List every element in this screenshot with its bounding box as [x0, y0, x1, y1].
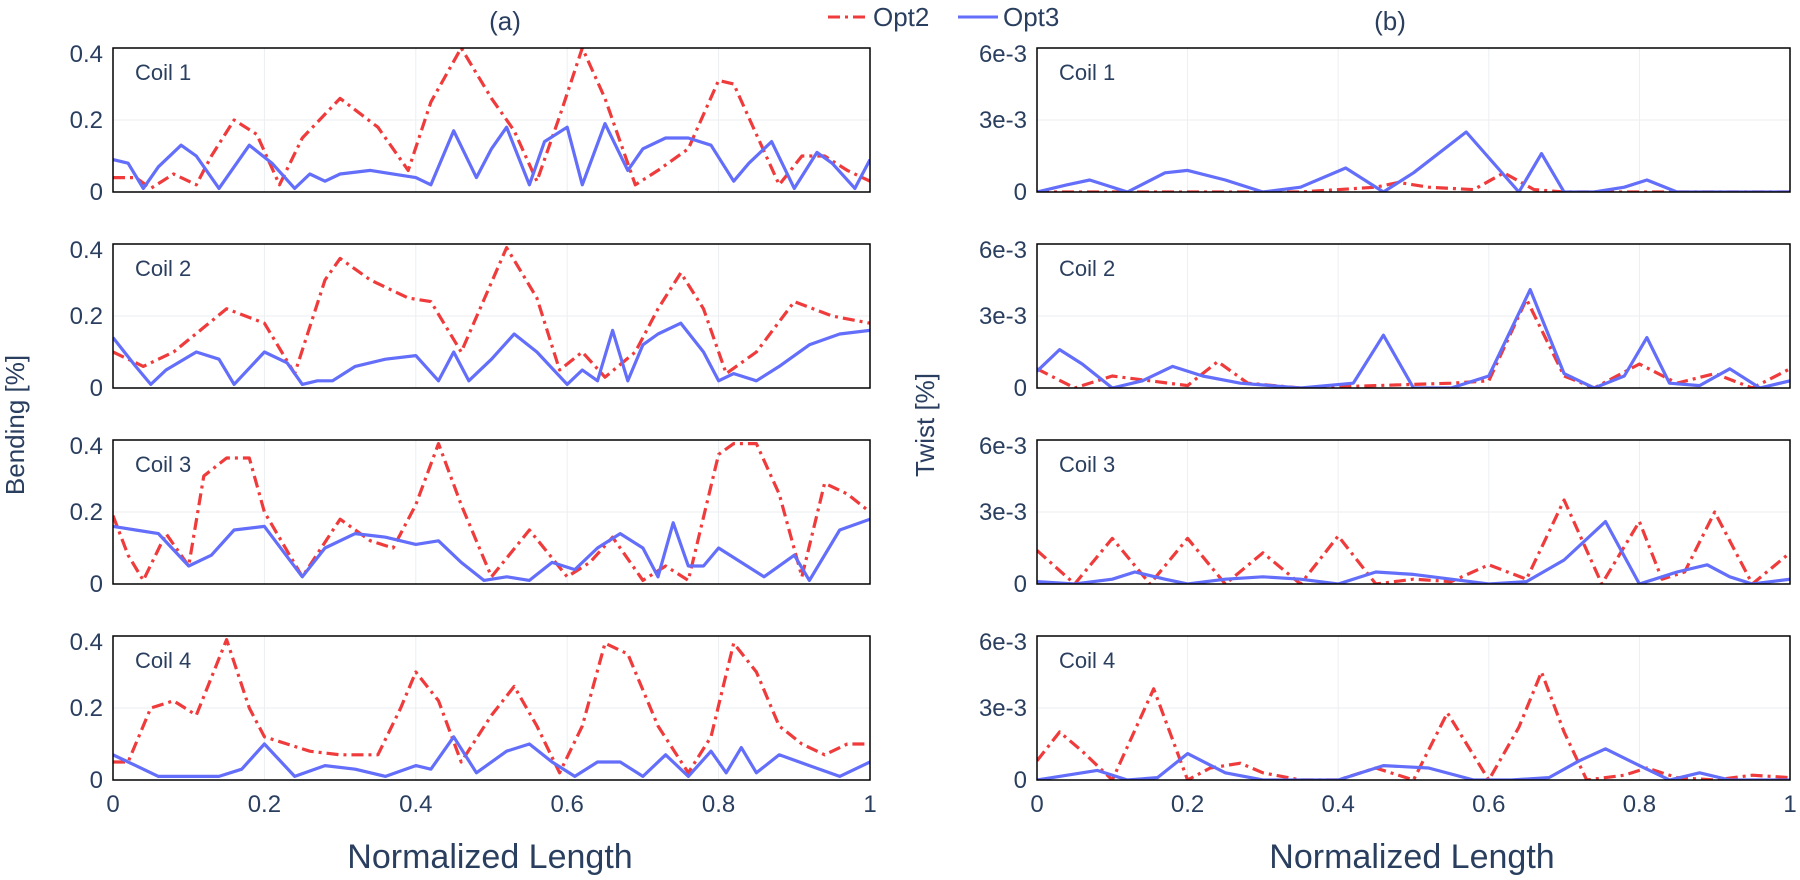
panel-label-a: (a) — [489, 6, 521, 36]
plot-frame — [112, 439, 871, 585]
series-line-opt2 — [113, 48, 870, 190]
x-tick-label: 0 — [1030, 791, 1043, 818]
y-tick-label: 0 — [1014, 571, 1027, 598]
legend: Opt2 Opt3 — [828, 2, 1059, 32]
series-line-opt2 — [113, 246, 870, 379]
y-tick-label: 0.4 — [70, 41, 103, 68]
subplot-bending-coil-4: Coil 4 0 0.2 0.4 0 0.2 0.4 0.6 0.8 1 — [70, 629, 877, 818]
x-tick-label: 0 — [106, 791, 119, 818]
y-tick-label: 0.4 — [70, 237, 103, 264]
y-tick-label: 3e-3 — [979, 695, 1027, 722]
series-line-opt3 — [1037, 288, 1790, 388]
subplot-twist-coil-3: Coil 3 0 3e-3 6e-3 — [979, 433, 1791, 598]
y-tick-label: 0 — [90, 767, 103, 794]
legend-label-opt3: Opt3 — [1003, 2, 1059, 32]
series-line-opt3 — [113, 517, 870, 583]
x-tick-label: 0.2 — [1171, 791, 1204, 818]
y-tick-label: 0.4 — [70, 629, 103, 656]
coil-label: Coil 2 — [135, 256, 191, 281]
y-tick-label: 0.4 — [70, 433, 103, 460]
series-line-opt2 — [113, 442, 870, 583]
coil-label: Coil 1 — [1059, 60, 1115, 85]
series-line-opt3 — [113, 735, 870, 779]
coil-label: Coil 1 — [135, 60, 191, 85]
subplot-bending-coil-2: Coil 2 0 0.2 0.4 — [70, 237, 871, 402]
y-tick-label: 0.2 — [70, 499, 103, 526]
subplot-twist-coil-1: Coil 1 0 3e-3 6e-3 — [979, 41, 1791, 206]
series-line-opt2 — [113, 637, 870, 775]
y-tick-label: 6e-3 — [979, 41, 1027, 68]
y-tick-label: 6e-3 — [979, 433, 1027, 460]
x-axis-title-bending: Normalized Length — [347, 838, 632, 876]
series-line-opt3 — [1037, 747, 1790, 780]
subplot-bending-coil-1: Coil 1 0 0.2 0.4 — [70, 41, 871, 206]
y-tick-label: 0 — [1014, 179, 1027, 206]
plot-frame — [1036, 243, 1791, 389]
plot-frame — [1036, 439, 1791, 585]
plot-frame — [112, 243, 871, 389]
y-tick-label: 6e-3 — [979, 237, 1027, 264]
series-line-opt2 — [1037, 670, 1790, 780]
y-tick-label: 0.2 — [70, 303, 103, 330]
subplot-twist-coil-4: Coil 4 0 3e-3 6e-3 0 0.2 0.4 0.6 0.8 1 — [979, 629, 1797, 818]
x-tick-label: 0.6 — [551, 791, 584, 818]
series-line-opt2 — [1037, 171, 1790, 192]
x-tick-label: 0.2 — [248, 791, 281, 818]
y-axis-title-bending: Bending [%] — [0, 355, 30, 495]
y-tick-label: 0 — [90, 179, 103, 206]
plot-frame — [112, 47, 871, 193]
plot-frame — [1036, 635, 1791, 781]
series-line-opt2 — [1037, 297, 1790, 388]
x-tick-label: 0.6 — [1472, 791, 1505, 818]
x-axis-title-twist: Normalized Length — [1269, 838, 1554, 876]
series-line-opt3 — [113, 121, 870, 190]
x-tick-label: 0.4 — [1322, 791, 1355, 818]
subplot-twist-coil-2: Coil 2 0 3e-3 6e-3 — [979, 237, 1791, 402]
coil-label: Coil 4 — [135, 648, 191, 673]
plot-frame — [1036, 47, 1791, 193]
panel-label-b: (b) — [1374, 6, 1406, 36]
y-tick-label: 0 — [1014, 375, 1027, 402]
y-tick-label: 0 — [1014, 767, 1027, 794]
series-line-opt3 — [1037, 130, 1790, 192]
y-tick-label: 3e-3 — [979, 303, 1027, 330]
y-tick-label: 0.2 — [70, 107, 103, 134]
x-tick-label: 0.8 — [702, 791, 735, 818]
x-tick-label: 0.8 — [1623, 791, 1656, 818]
y-tick-label: 6e-3 — [979, 629, 1027, 656]
y-axis-title-twist: Twist [%] — [910, 373, 940, 477]
y-tick-label: 0.2 — [70, 695, 103, 722]
series-line-opt3 — [113, 321, 870, 386]
subplot-bending-coil-3: Coil 3 0 0.2 0.4 — [70, 433, 871, 598]
plot-frame — [112, 635, 871, 781]
y-tick-label: 3e-3 — [979, 499, 1027, 526]
series-line-opt3 — [1037, 519, 1790, 584]
legend-label-opt2: Opt2 — [873, 2, 929, 32]
y-tick-label: 0 — [90, 375, 103, 402]
coil-label: Coil 3 — [135, 452, 191, 477]
y-tick-label: 3e-3 — [979, 107, 1027, 134]
coil-label: Coil 3 — [1059, 452, 1115, 477]
coil-label: Coil 2 — [1059, 256, 1115, 281]
x-tick-label: 1 — [1783, 791, 1796, 818]
coil-label: Coil 4 — [1059, 648, 1115, 673]
x-tick-label: 0.4 — [399, 791, 432, 818]
y-tick-label: 0 — [90, 571, 103, 598]
x-tick-label: 1 — [863, 791, 876, 818]
